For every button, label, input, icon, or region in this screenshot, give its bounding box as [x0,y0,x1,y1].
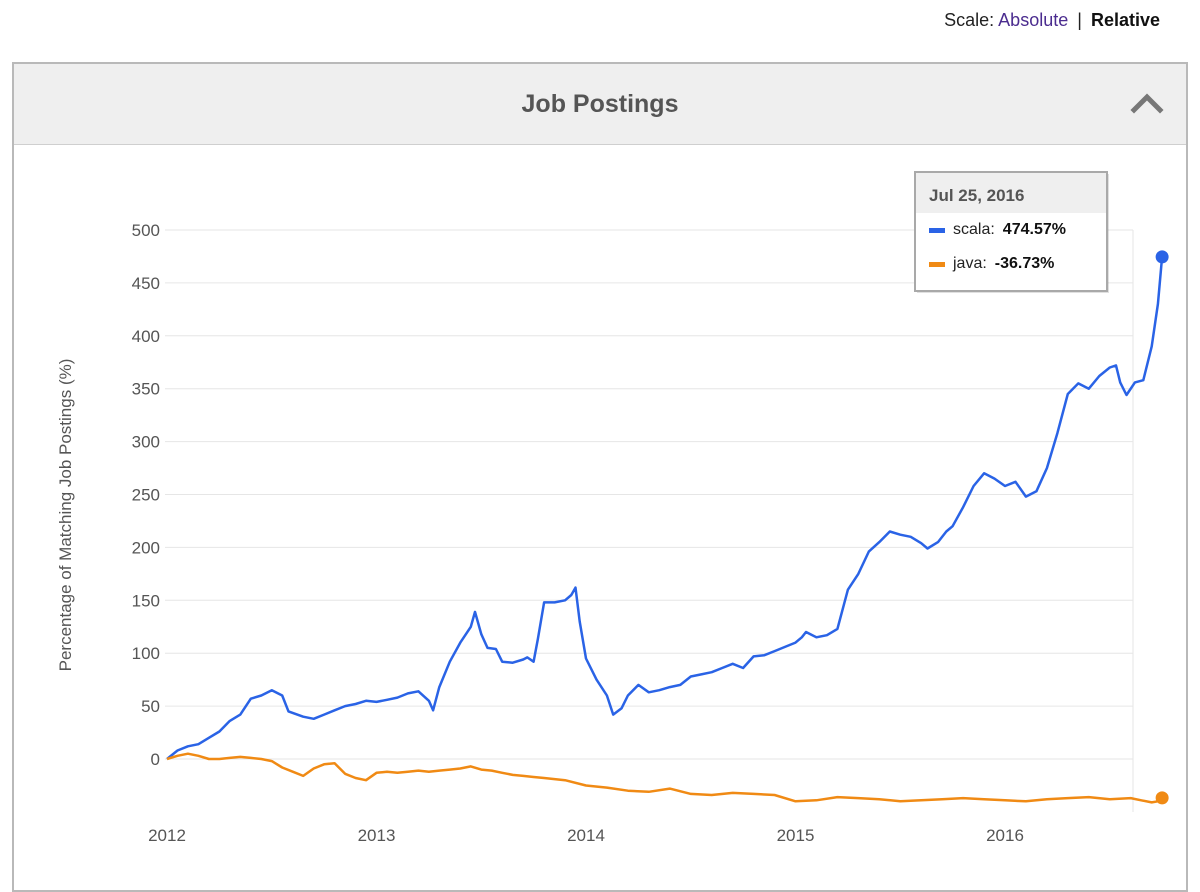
series-marker-java[interactable] [1155,791,1169,805]
tooltip-value-java: -36.73% [995,255,1055,272]
x-tick-label: 2013 [358,826,396,845]
scale-option-relative[interactable]: Relative [1090,10,1160,30]
panel-header: Job Postings [14,64,1186,145]
tooltip-label-java: java: [952,255,987,272]
series-line-java [166,752,1163,804]
y-tick-label: 500 [132,221,160,240]
y-tick-label: 250 [132,486,160,505]
y-tick-label: 100 [132,644,160,663]
scale-option-absolute[interactable]: Absolute [998,10,1069,30]
x-tick-label: 2016 [986,826,1024,845]
series-marker-scala[interactable] [1155,250,1169,264]
y-axis-title: Percentage of Matching Job Postings (%) [56,359,75,672]
tooltip-value-scala: 474.57% [1003,221,1066,238]
y-tick-label: 350 [132,380,160,399]
series-line-scala [166,256,1164,760]
x-tick-label: 2012 [148,826,186,845]
y-tick-label: 0 [151,750,160,769]
tooltip-swatch-scala [929,228,945,233]
chevron-up-icon [1130,93,1164,114]
y-tick-label: 50 [141,697,160,716]
y-tick-label: 400 [132,327,160,346]
tooltip-swatch-java [929,262,945,267]
panel-title: Job Postings [521,90,679,118]
scale-selector: Scale: Absolute | Relative [944,10,1160,31]
y-tick-label: 300 [132,433,160,452]
tooltip-header [916,173,1106,213]
y-tick-label: 200 [132,538,160,557]
x-tick-label: 2015 [777,826,815,845]
scale-separator: | [1077,10,1082,30]
y-tick-label: 150 [132,591,160,610]
tooltip-date: Jul 25, 2016 [929,186,1024,205]
x-tick-label: 2014 [567,826,605,845]
tooltip-label-scala: scala: [953,221,995,238]
collapse-button[interactable] [1130,88,1164,118]
y-tick-label: 450 [132,274,160,293]
scale-label: Scale: [944,10,995,30]
